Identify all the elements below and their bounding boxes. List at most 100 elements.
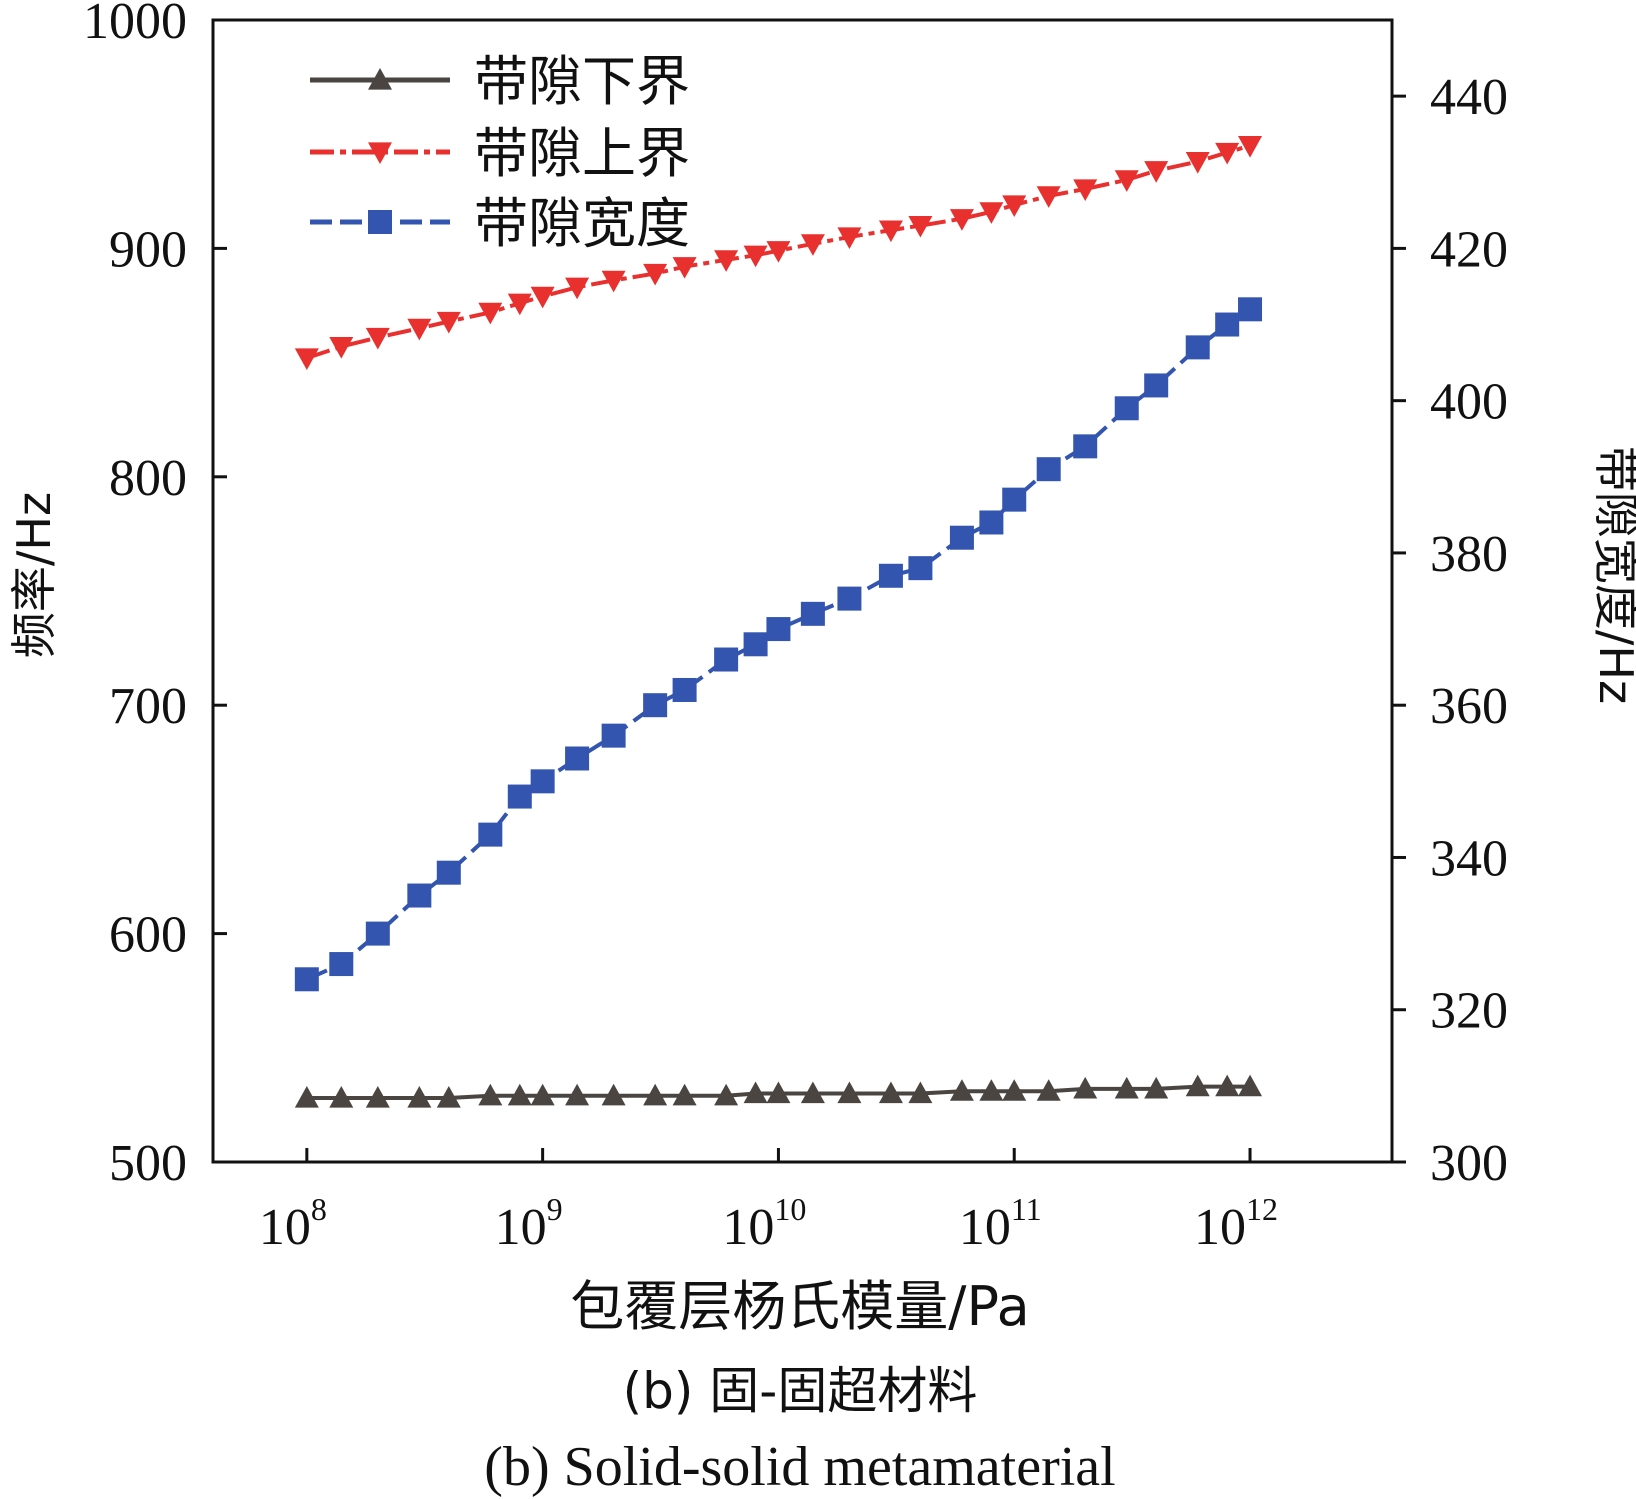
data-point (1215, 142, 1240, 165)
right-y-axis: 300 320 340 360 380 400 420 440 (1392, 69, 1508, 1192)
x-tick-label: 1011 (959, 1191, 1042, 1256)
data-point (908, 1081, 933, 1104)
legend-label: 带隙上界 (474, 122, 690, 185)
data-point (743, 245, 768, 268)
data-point (329, 1086, 354, 1108)
data-point (979, 202, 1004, 224)
data-point (1073, 434, 1098, 459)
caption-chinese: (b) 固-固超材料 (623, 1362, 978, 1420)
data-point (878, 1081, 903, 1104)
left-y-axis: 500 600 700 800 900 1000 (83, 0, 227, 1192)
data-point (565, 746, 590, 771)
data-point (601, 270, 626, 293)
data-point (530, 286, 555, 309)
data-point (329, 952, 354, 977)
data-point (1144, 1076, 1169, 1099)
x-tick-label: 1010 (722, 1191, 806, 1256)
data-point (766, 617, 791, 642)
data-point (837, 1081, 862, 1104)
data-point (1215, 312, 1240, 337)
data-point (979, 1079, 1004, 1101)
data-point (714, 647, 739, 672)
data-point (643, 263, 668, 286)
data-point (1073, 1076, 1098, 1099)
data-point (949, 525, 974, 550)
data-point (1114, 396, 1139, 421)
series-1 (294, 1074, 1263, 1108)
plot-border (211, 18, 1394, 1164)
data-point (1144, 161, 1169, 183)
caption-english: (b) Solid-solid metamaterial (484, 1436, 1115, 1498)
data-point (1238, 136, 1263, 158)
left-tick-label: 800 (109, 450, 187, 507)
data-point (507, 784, 532, 809)
data-point (565, 1083, 590, 1106)
data-point (800, 1081, 825, 1104)
data-point (436, 311, 461, 334)
data-point (294, 1086, 319, 1108)
data-point (1185, 152, 1210, 174)
data-point (365, 327, 390, 350)
data-point (294, 967, 319, 992)
data-point (507, 293, 532, 316)
y-axis-label-left: 频率/Hz (7, 492, 61, 658)
data-point (878, 220, 903, 243)
legend-item-1: 带隙下界 (310, 50, 690, 113)
y-axis-label-right: 带隙宽度/Hz (1589, 446, 1636, 704)
data-point (766, 241, 791, 263)
right-tick-label: 440 (1430, 69, 1508, 126)
data-point (601, 1083, 626, 1106)
left-tick-label: 500 (109, 1135, 187, 1192)
x-axis: 108 109 1010 1011 1012 (259, 1148, 1278, 1256)
data-point (714, 1083, 739, 1106)
data-point (800, 234, 825, 256)
left-tick-label: 700 (109, 678, 187, 735)
data-point (766, 1081, 791, 1104)
data-point (478, 822, 503, 847)
x-tick-label: 109 (495, 1191, 563, 1256)
data-point (294, 348, 319, 371)
data-point (365, 921, 390, 946)
data-point (800, 601, 825, 626)
series-3 (294, 297, 1263, 992)
data-point (979, 510, 1004, 535)
data-point (1114, 170, 1139, 192)
data-point (949, 209, 974, 231)
data-point (672, 1083, 697, 1106)
data-point (1238, 297, 1263, 322)
data-point (530, 769, 555, 794)
data-point (565, 277, 590, 300)
data-point (436, 860, 461, 885)
legend-marker (368, 210, 392, 234)
series-layer (294, 136, 1263, 1108)
data-point (478, 1083, 503, 1106)
data-point (672, 677, 697, 702)
data-point (949, 1079, 974, 1101)
data-point (1073, 179, 1098, 202)
data-point (1036, 186, 1061, 208)
data-point (601, 723, 626, 748)
legend-item-2: 带隙上界 (310, 122, 690, 185)
data-point (1036, 1079, 1061, 1101)
data-point (714, 250, 739, 272)
legend-item-3: 带隙宽度 (310, 192, 690, 255)
data-point (329, 337, 354, 359)
x-tick-label: 1012 (1194, 1191, 1278, 1256)
data-point (1238, 1074, 1263, 1097)
data-point (1114, 1076, 1139, 1099)
data-point (1185, 335, 1210, 360)
data-point (743, 1081, 768, 1104)
right-tick-label: 320 (1430, 983, 1508, 1040)
legend-marker (368, 142, 392, 164)
data-point (407, 318, 432, 341)
data-point (837, 227, 862, 249)
data-point (1185, 1074, 1210, 1097)
data-point (1002, 1079, 1027, 1101)
left-tick-label: 1000 (83, 0, 187, 50)
data-point (878, 563, 903, 588)
data-point (743, 632, 768, 657)
legend-label: 带隙宽度 (474, 192, 690, 255)
data-point (407, 883, 432, 908)
